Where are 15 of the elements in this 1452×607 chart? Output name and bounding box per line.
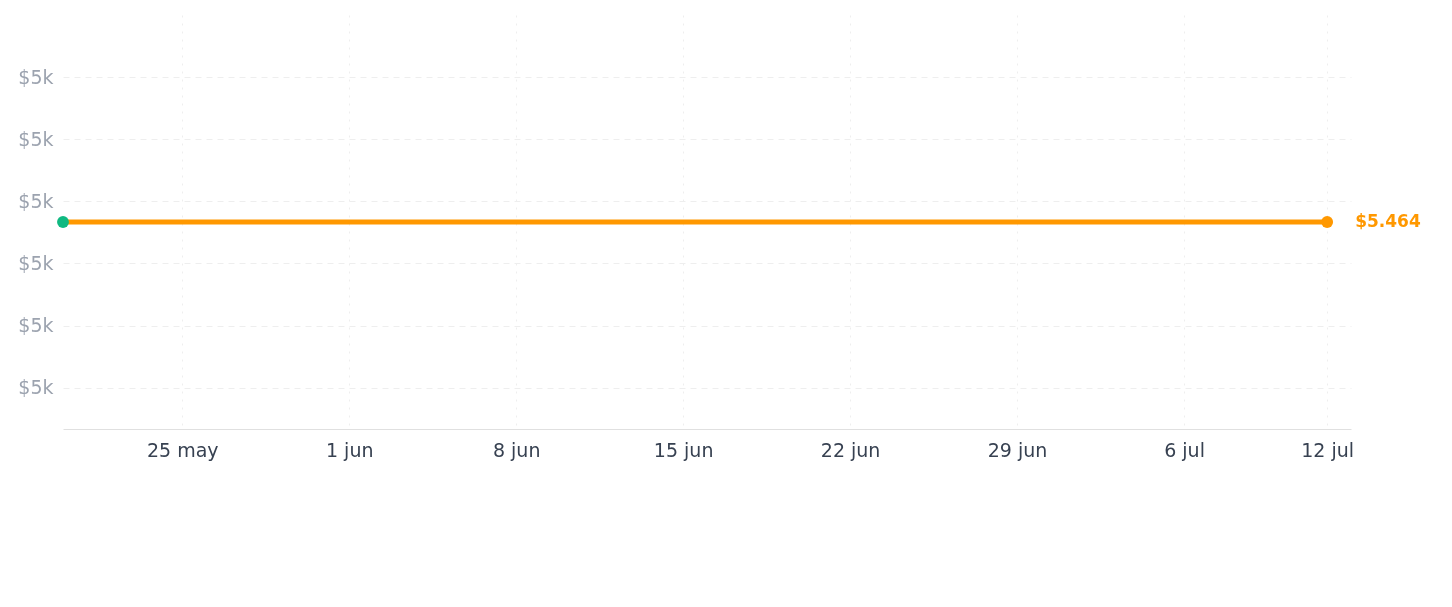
x-tick-label: 15 jun	[653, 438, 714, 461]
y-tick-label: $5k	[18, 189, 54, 212]
y-tick-label: $5k	[18, 314, 54, 336]
data-label: $5.464	[1355, 211, 1421, 231]
y-tick-label: $5k	[18, 65, 54, 88]
x-tick-label: 22 jun	[820, 438, 881, 461]
x-tick-label: 6 jul	[1164, 438, 1205, 461]
y-tick-label: $5k	[18, 251, 54, 274]
y-tick-label: $5k	[18, 127, 54, 150]
y-tick-label: $5k	[18, 376, 54, 399]
x-tick-label: 8 jun	[492, 438, 541, 461]
x-tick-label: 12 jul	[1301, 438, 1355, 461]
x-tick-label: 1 jun	[325, 438, 374, 461]
x-tick-label: 29 jun	[987, 438, 1048, 461]
x-tick-label: 25 may	[146, 438, 219, 461]
